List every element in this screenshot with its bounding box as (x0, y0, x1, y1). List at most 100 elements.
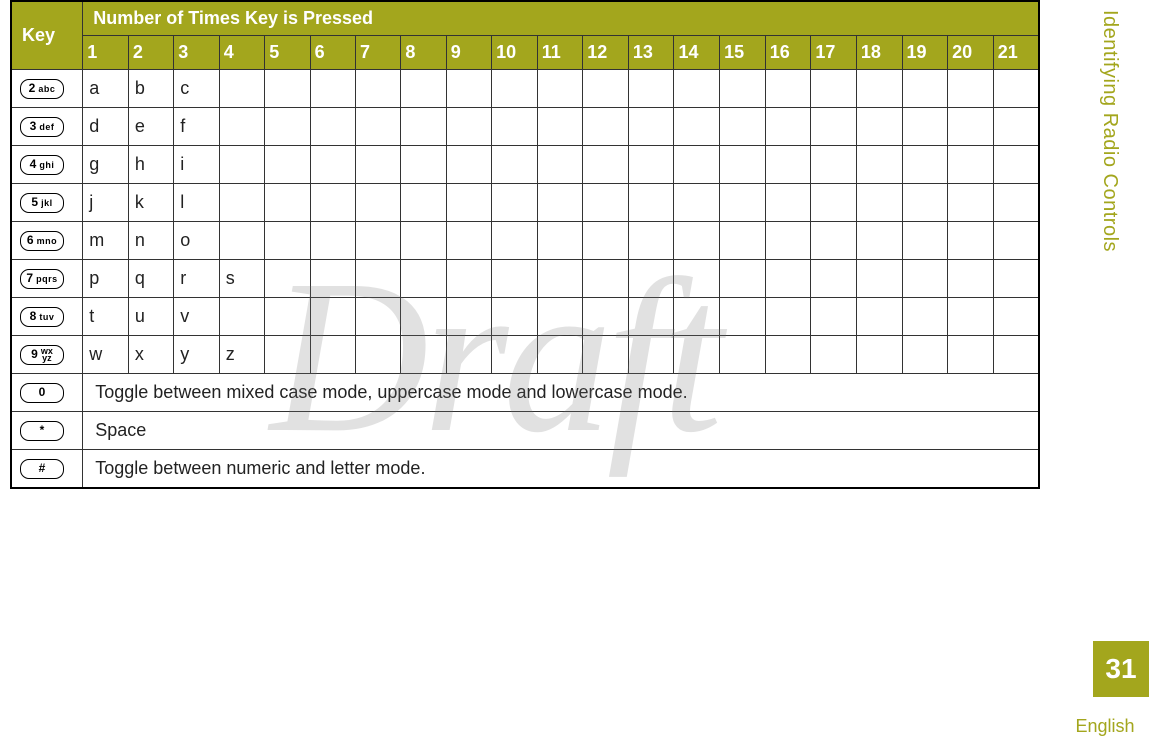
section-title: Identifying Radio Controls (1098, 10, 1121, 252)
value-cell: u (128, 298, 173, 336)
value-cell: w (83, 336, 129, 374)
value-cell (765, 108, 811, 146)
value-cell (765, 260, 811, 298)
value-cell: f (174, 108, 219, 146)
value-cell (265, 260, 310, 298)
header-col-20: 20 (948, 36, 994, 70)
keypad-key-icon: 5 jkl (20, 193, 64, 213)
value-cell (948, 298, 994, 336)
value-cell (674, 70, 720, 108)
value-cell: l (174, 184, 219, 222)
row-description: Toggle between mixed case mode, uppercas… (83, 374, 1039, 412)
value-cell: p (83, 260, 129, 298)
value-cell (583, 146, 629, 184)
value-cell (492, 260, 538, 298)
value-cell (674, 298, 720, 336)
value-cell (446, 184, 491, 222)
table-row: 3 defdef (11, 108, 1039, 146)
value-cell (765, 336, 811, 374)
value-cell (765, 146, 811, 184)
value-cell (401, 108, 446, 146)
key-cell: 2 abc (11, 70, 83, 108)
table-row: 2 abcabc (11, 70, 1039, 108)
value-cell (583, 222, 629, 260)
value-cell (856, 146, 902, 184)
value-cell (492, 70, 538, 108)
key-cell: 6 mno (11, 222, 83, 260)
keypad-key-icon: 6 mno (20, 231, 64, 251)
value-cell: y (174, 336, 219, 374)
value-cell (219, 298, 264, 336)
row-description: Toggle between numeric and letter mode. (83, 450, 1039, 489)
value-cell (401, 146, 446, 184)
value-cell (446, 260, 491, 298)
value-cell (948, 108, 994, 146)
key-cell: 8 tuv (11, 298, 83, 336)
header-key: Key (11, 1, 83, 70)
value-cell (720, 184, 766, 222)
value-cell (993, 260, 1039, 298)
value-cell (492, 146, 538, 184)
value-cell (310, 108, 355, 146)
keypad-key-icon: 7 pqrs (20, 269, 64, 289)
side-column: Identifying Radio Controls 31 English (1061, 0, 1149, 751)
value-cell: n (128, 222, 173, 260)
value-cell (583, 108, 629, 146)
value-cell: t (83, 298, 129, 336)
value-cell (537, 336, 583, 374)
value-cell: o (174, 222, 219, 260)
value-cell (948, 222, 994, 260)
keypad-key-icon: * (20, 421, 64, 441)
value-cell: d (83, 108, 129, 146)
value-cell (355, 222, 400, 260)
header-col-2: 2 (128, 36, 173, 70)
value-cell (628, 222, 674, 260)
table-row: 6 mnomno (11, 222, 1039, 260)
value-cell (856, 108, 902, 146)
value-cell (628, 108, 674, 146)
value-cell (993, 146, 1039, 184)
value-cell (310, 222, 355, 260)
header-col-13: 13 (628, 36, 674, 70)
value-cell (856, 336, 902, 374)
value-cell (355, 298, 400, 336)
value-cell (948, 70, 994, 108)
value-cell (902, 108, 948, 146)
value-cell (401, 222, 446, 260)
header-span: Number of Times Key is Pressed (83, 1, 1039, 36)
header-col-7: 7 (355, 36, 400, 70)
value-cell (583, 260, 629, 298)
keypad-key-icon: 3 def (20, 117, 64, 137)
value-cell (993, 184, 1039, 222)
value-cell (583, 70, 629, 108)
value-cell (219, 146, 264, 184)
value-cell (492, 108, 538, 146)
value-cell (811, 260, 857, 298)
value-cell (765, 184, 811, 222)
key-cell: 9 wxyz (11, 336, 83, 374)
value-cell (674, 260, 720, 298)
value-cell (765, 222, 811, 260)
value-cell (993, 336, 1039, 374)
header-col-3: 3 (174, 36, 219, 70)
value-cell (720, 146, 766, 184)
page-number: 31 (1093, 641, 1149, 697)
value-cell: r (174, 260, 219, 298)
value-cell (583, 184, 629, 222)
value-cell (219, 70, 264, 108)
value-cell (993, 298, 1039, 336)
value-cell: z (219, 336, 264, 374)
header-col-14: 14 (674, 36, 720, 70)
value-cell (310, 184, 355, 222)
value-cell (355, 184, 400, 222)
value-cell (265, 222, 310, 260)
table-row: 0Toggle between mixed case mode, upperca… (11, 374, 1039, 412)
value-cell (720, 108, 766, 146)
value-cell (902, 336, 948, 374)
key-cell: 5 jkl (11, 184, 83, 222)
value-cell (537, 70, 583, 108)
value-cell (492, 184, 538, 222)
value-cell: j (83, 184, 129, 222)
key-cell: 3 def (11, 108, 83, 146)
value-cell: x (128, 336, 173, 374)
